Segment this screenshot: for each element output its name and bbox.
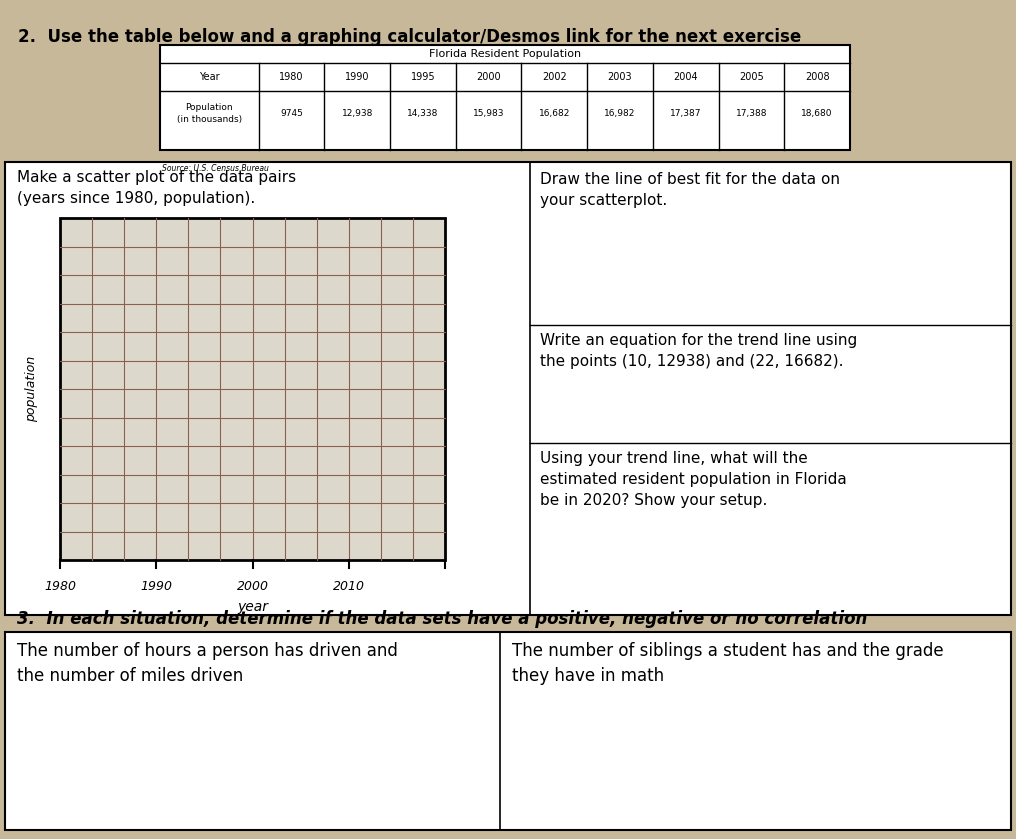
Text: 2000: 2000 bbox=[237, 580, 268, 593]
Text: The number of siblings a student has and the grade
they have in math: The number of siblings a student has and… bbox=[512, 642, 944, 685]
Bar bbox=[60, 218, 445, 560]
Text: 1980: 1980 bbox=[279, 72, 304, 82]
Text: 1990: 1990 bbox=[140, 580, 173, 593]
Text: Draw the line of best fit for the data on
your scatterplot.: Draw the line of best fit for the data o… bbox=[539, 172, 840, 208]
Text: 16,682: 16,682 bbox=[538, 109, 570, 118]
Text: Florida Resident Population: Florida Resident Population bbox=[429, 49, 581, 59]
Text: 12,938: 12,938 bbox=[341, 109, 373, 118]
Text: Write an equation for the trend line using
the points (10, 12938) and (22, 16682: Write an equation for the trend line usi… bbox=[539, 333, 858, 369]
Text: 9745: 9745 bbox=[280, 109, 303, 118]
Text: 2010: 2010 bbox=[333, 580, 365, 593]
Text: 18,680: 18,680 bbox=[802, 109, 833, 118]
Text: 1990: 1990 bbox=[344, 72, 370, 82]
Bar bbox=[5, 162, 1011, 615]
Text: 2.  Use the table below and a graphing calculator/Desmos link for the next exerc: 2. Use the table below and a graphing ca… bbox=[18, 28, 802, 46]
Text: 2004: 2004 bbox=[674, 72, 698, 82]
Text: 16,982: 16,982 bbox=[605, 109, 636, 118]
Text: 17,388: 17,388 bbox=[736, 109, 767, 118]
Text: 2000: 2000 bbox=[477, 72, 501, 82]
Text: population: population bbox=[25, 356, 39, 422]
Text: 2003: 2003 bbox=[608, 72, 632, 82]
Text: 1995: 1995 bbox=[410, 72, 435, 82]
Text: 3.  In each situation, determine if the data sets have a positive, negative or n: 3. In each situation, determine if the d… bbox=[17, 610, 868, 628]
Text: Year: Year bbox=[199, 72, 219, 82]
Text: 15,983: 15,983 bbox=[472, 109, 504, 118]
Text: Make a scatter plot of the data pairs
(years since 1980, population).: Make a scatter plot of the data pairs (y… bbox=[17, 170, 296, 206]
Text: Source: U.S. Census Bureau: Source: U.S. Census Bureau bbox=[162, 164, 269, 173]
Text: 1980: 1980 bbox=[44, 580, 76, 593]
Text: 2005: 2005 bbox=[739, 72, 764, 82]
Text: 17,387: 17,387 bbox=[670, 109, 701, 118]
Text: Population
(in thousands): Population (in thousands) bbox=[177, 103, 242, 123]
Text: The number of hours a person has driven and
the number of miles driven: The number of hours a person has driven … bbox=[17, 642, 398, 685]
Text: 2008: 2008 bbox=[805, 72, 829, 82]
Text: 2002: 2002 bbox=[542, 72, 567, 82]
Text: year: year bbox=[237, 600, 268, 614]
Text: 14,338: 14,338 bbox=[407, 109, 439, 118]
Bar bbox=[160, 45, 850, 150]
Text: Using your trend line, what will the
estimated resident population in Florida
be: Using your trend line, what will the est… bbox=[539, 451, 846, 508]
Bar bbox=[5, 632, 1011, 830]
